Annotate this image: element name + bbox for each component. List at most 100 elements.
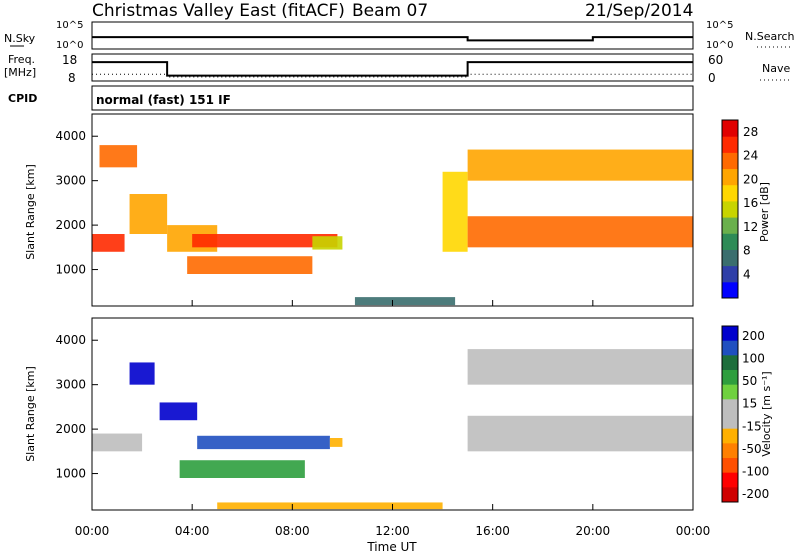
velocity-ytick-label: 4000: [55, 333, 86, 347]
velocity-echo-band: [197, 435, 330, 450]
station-title: Christmas Valley East (fitACF): [92, 1, 345, 21]
power-colorbar-segment: [722, 136, 738, 153]
velocity-colorbar-label: Velocity [m s⁻¹]: [760, 371, 773, 456]
nsky-trace: [92, 36, 693, 42]
power-colorbar-segment: [722, 168, 738, 186]
power-colorbar-ticks: 28 24 20 16 12 8 4: [743, 125, 758, 281]
velocity-colorbar: [722, 326, 738, 503]
freq-panel: [91, 53, 694, 82]
x-tick-label: 00:00: [75, 524, 110, 538]
power-colorbar-segment: [722, 265, 738, 283]
velocity-colorbar-segment: [722, 399, 738, 415]
nsearch-label: N.Search: [745, 30, 795, 43]
velocity-colorbar-segment: [722, 326, 738, 342]
cpid-mode: normal (fast) 151 IF: [96, 93, 231, 107]
velocity-echo-band: [129, 362, 155, 385]
velocity-colorbar-tick: -50: [742, 442, 762, 456]
x-tick-label: 08:00: [275, 524, 310, 538]
velocity-ytick-label: 2000: [55, 422, 86, 436]
velocity-colorbar-segment: [722, 428, 738, 444]
power-colorbar-tick: 12: [743, 220, 758, 234]
power-ytick-label: 2000: [55, 218, 86, 232]
freq-tick-low: 8: [68, 71, 76, 85]
power-colorbar: [722, 120, 738, 299]
nsky-panel: [91, 21, 694, 50]
velocity-colorbar-segment: [722, 458, 738, 474]
power-colorbar-tick: 28: [743, 125, 758, 139]
velocity-echo-band: [329, 438, 343, 447]
power-colorbar-tick: 8: [743, 244, 751, 258]
power-colorbar-segment: [722, 152, 738, 170]
power-ytick-label: 3000: [55, 174, 86, 188]
velocity-colorbar-tick: 50: [742, 374, 757, 388]
nsearch-tick-low: 10^0: [706, 40, 733, 51]
velocity-colorbar-tick: -100: [742, 464, 769, 478]
power-echo-band: [467, 149, 693, 181]
velocity-echo-band: [92, 433, 143, 452]
velocity-ytick-label: 1000: [55, 467, 86, 481]
power-y-label: Slant Range [km]: [24, 164, 37, 260]
power-colorbar-tick: 20: [743, 172, 758, 186]
nsky-tick-high: 10^5: [56, 20, 83, 31]
freq-tick-high: 18: [62, 53, 77, 67]
nave-trace: [92, 73, 693, 78]
power-echo-band: [192, 234, 338, 248]
power-echo-band: [467, 216, 693, 248]
velocity-colorbar-segment: [722, 487, 738, 503]
velocity-y-label: Slant Range [km]: [24, 366, 37, 462]
nave-label: Nave: [762, 62, 790, 75]
velocity-echo-band: [467, 415, 693, 452]
nave-tick-low: 0: [708, 71, 716, 85]
power-colorbar-segment: [722, 233, 738, 250]
x-axis-label: Time UT: [366, 540, 417, 554]
power-panel: [91, 113, 694, 307]
freq-trace: [92, 61, 693, 77]
velocity-ytick-label: 3000: [55, 378, 86, 392]
velocity-colorbar-segment: [722, 443, 738, 459]
velocity-colorbar-tick: 100: [742, 352, 765, 366]
freq-label: Freq.: [8, 53, 35, 66]
power-echo-band: [99, 145, 138, 168]
velocity-colorbar-tick: -15: [742, 419, 762, 433]
power-colorbar-segment: [722, 200, 738, 218]
power-echo-band: [129, 194, 168, 234]
power-colorbar-segment: [722, 281, 738, 299]
power-echo-band: [92, 234, 125, 252]
velocity-colorbar-segment: [722, 414, 738, 430]
power-colorbar-segment: [722, 217, 738, 234]
power-ytick-label: 4000: [55, 129, 86, 143]
x-tick-label: 16:00: [475, 524, 510, 538]
velocity-echo-band: [467, 349, 693, 385]
power-colorbar-segment: [722, 184, 738, 202]
velocity-colorbar-segment: [722, 384, 738, 400]
velocity-colorbar-segment: [722, 370, 738, 386]
velocity-colorbar-tick: 200: [742, 329, 765, 343]
power-echo-band: [187, 256, 313, 274]
velocity-echo-band: [159, 402, 198, 421]
nave-tick-high: 60: [708, 53, 723, 67]
freq-unit-label: [MHz]: [4, 66, 36, 79]
power-colorbar-tick: 16: [743, 196, 758, 210]
x-tick-label: 00:00: [676, 524, 711, 538]
velocity-colorbar-ticks: 200 100 50 15 -15 -50 -100 -200: [742, 329, 769, 501]
power-colorbar-tick: 4: [743, 267, 751, 281]
power-y-ticks: 4000 3000 2000 1000: [55, 129, 98, 277]
cpid-label: CPID: [8, 92, 37, 105]
nsky-tick-low: 10^0: [56, 40, 83, 51]
nsearch-tick-high: 10^5: [706, 20, 733, 31]
velocity-colorbar-tick: 15: [742, 397, 757, 411]
velocity-colorbar-segment: [722, 472, 738, 488]
velocity-colorbar-tick: -200: [742, 487, 769, 501]
date-label: 21/Sep/2014: [585, 1, 693, 21]
power-colorbar-frame: [721, 119, 739, 299]
power-colorbar-segment: [722, 120, 738, 137]
x-tick-label: 04:00: [175, 524, 210, 538]
x-tick-label: 20:00: [576, 524, 611, 538]
power-echo-band: [442, 171, 468, 252]
x-ticks: 00:00 04:00 08:00 12:00 16:00 20:00 00:00: [75, 300, 711, 538]
velocity-echo-band: [217, 502, 443, 510]
x-tick-label: 12:00: [375, 524, 410, 538]
velocity-echo-band: [179, 460, 305, 478]
nsky-label: N.Sky: [4, 32, 36, 45]
velocity-colorbar-segment: [722, 340, 738, 356]
